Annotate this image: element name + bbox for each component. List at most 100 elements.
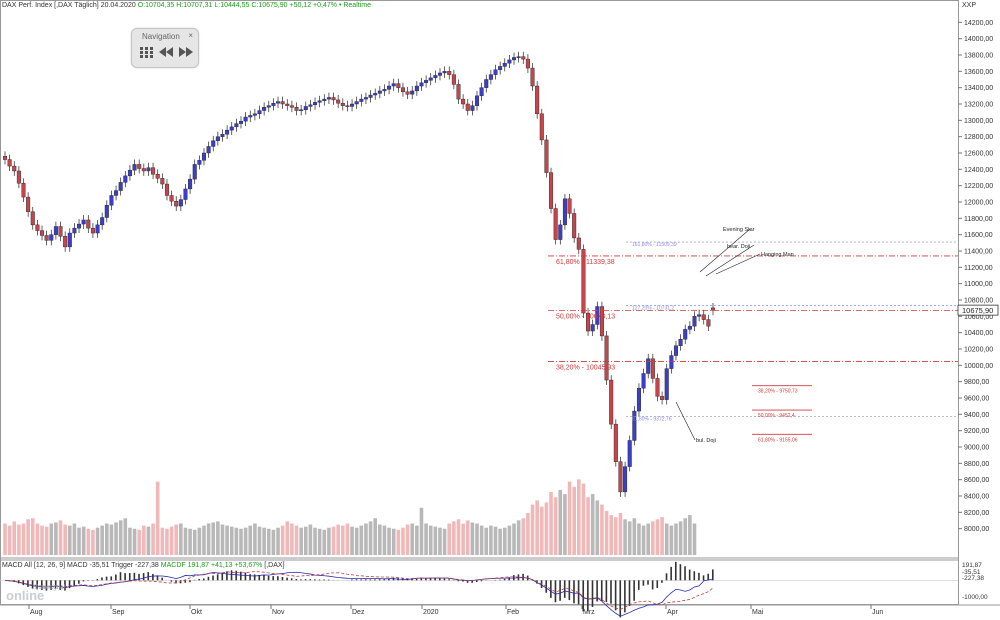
fast-forward-icon[interactable] — [178, 45, 194, 59]
candle-body — [336, 99, 341, 104]
y-tick-label: 11000,00 — [964, 281, 993, 288]
macd-histogram-bar — [202, 578, 205, 581]
navigation-panel[interactable]: Navigation × — [131, 28, 199, 68]
candle-body — [262, 107, 267, 111]
candle-body — [562, 198, 567, 226]
volume-bar — [100, 525, 104, 555]
macd-histogram-bar — [471, 580, 473, 583]
y-tick-label: 10000,00 — [964, 363, 993, 370]
macd-histogram-bar — [216, 574, 219, 581]
macd-histogram-bar — [286, 577, 288, 581]
volume-bar — [331, 526, 336, 555]
macd-histogram-bar — [429, 578, 432, 581]
macd-histogram-bar — [309, 579, 312, 581]
macd-histogram-bar — [41, 580, 43, 590]
volume-bar — [336, 524, 340, 555]
volume-bar — [109, 524, 114, 555]
candle-body — [141, 168, 146, 172]
macd-histogram-bar — [698, 572, 700, 581]
volume-bar — [512, 523, 516, 555]
candle-body — [127, 169, 132, 177]
y-tick-label: 10800,00 — [964, 298, 993, 305]
candle-body — [641, 373, 646, 389]
y-tick-label: 8000,00 — [964, 526, 989, 533]
macd-histogram-bar — [563, 580, 566, 598]
price-change: +50,12 +0,47% — [289, 2, 338, 9]
macd-histogram-bar — [637, 580, 640, 590]
candle-body — [396, 83, 401, 88]
volume-bar — [280, 525, 285, 555]
volume-bar — [526, 513, 530, 555]
volume-bar — [294, 525, 299, 555]
candle-body — [238, 120, 243, 124]
macd-histogram-bar — [45, 580, 48, 591]
candle-body — [609, 379, 614, 425]
candle-body — [359, 98, 364, 102]
volume-bar — [132, 528, 137, 555]
candle-body — [525, 58, 530, 69]
macd-histogram-bar — [647, 580, 649, 585]
volume-bar — [558, 489, 563, 555]
volume-bar — [627, 521, 632, 555]
y-tick-label: 9800,00 — [964, 379, 989, 386]
macd-params: MACD All [12, 26, 9] — [2, 562, 66, 569]
macd-histogram-bar — [656, 580, 659, 588]
macd-histogram-bar — [624, 580, 626, 613]
candle-body — [586, 312, 591, 332]
volume-bar — [21, 523, 26, 555]
volume-bar — [618, 513, 623, 555]
macd-histogram-bar — [702, 575, 705, 581]
volume-bar — [317, 528, 322, 555]
macd-histogram-bar — [124, 573, 126, 581]
volume-bar — [502, 527, 507, 555]
volume-bar — [405, 524, 410, 555]
y-tick-label: 10600,00 — [964, 314, 993, 321]
macd-histogram-bar — [651, 580, 654, 590]
candle-body — [405, 91, 410, 95]
macd-histogram-bar — [476, 580, 478, 582]
candle-body — [146, 167, 151, 172]
candle-body — [692, 316, 697, 327]
macd-histogram-bar — [258, 574, 261, 581]
macd-histogram-bar — [31, 580, 34, 589]
y-tick-label: 13000,00 — [964, 118, 993, 125]
macd-histogram-bar — [513, 575, 515, 581]
macd-line — [4, 571, 714, 617]
volume-bar — [30, 518, 35, 555]
rewind-icon[interactable] — [158, 45, 174, 59]
macd-histogram-bar — [68, 580, 71, 589]
candle-body — [669, 355, 674, 369]
volume-bar — [470, 522, 475, 555]
macd-histogram-bar — [244, 572, 247, 581]
macd-histogram-bar — [290, 578, 293, 581]
volume-bar — [378, 524, 382, 555]
volume-bar — [248, 525, 253, 555]
candle-body — [678, 339, 683, 346]
candle-body — [475, 95, 480, 106]
candle-body — [414, 85, 419, 92]
candle-body — [470, 105, 475, 111]
volume-bar — [452, 521, 456, 555]
macd-histogram-bar — [457, 580, 460, 582]
close-icon[interactable]: × — [188, 31, 193, 40]
macd-histogram-bar — [119, 572, 122, 581]
candle-body — [303, 106, 308, 110]
grid-icon[interactable] — [138, 45, 154, 59]
fib-target-label: 61,80% - 9155,06 — [758, 437, 798, 443]
fib-projection-label: 61,80% - 9372,76 — [632, 417, 672, 423]
candle-body — [655, 378, 660, 397]
candle-body — [465, 103, 470, 111]
macd-histogram-bar — [596, 580, 598, 602]
volume-bar — [211, 522, 216, 555]
volume-bar — [655, 519, 660, 555]
candle-body — [67, 232, 72, 248]
candle-body — [437, 72, 442, 76]
candle-body — [280, 101, 285, 105]
candle-body — [164, 183, 169, 196]
volume-bar — [192, 529, 197, 555]
volume-bar — [401, 527, 405, 555]
annotation-arrow — [715, 253, 761, 275]
macd-histogram-bar — [605, 580, 608, 603]
candle-body — [16, 170, 21, 184]
